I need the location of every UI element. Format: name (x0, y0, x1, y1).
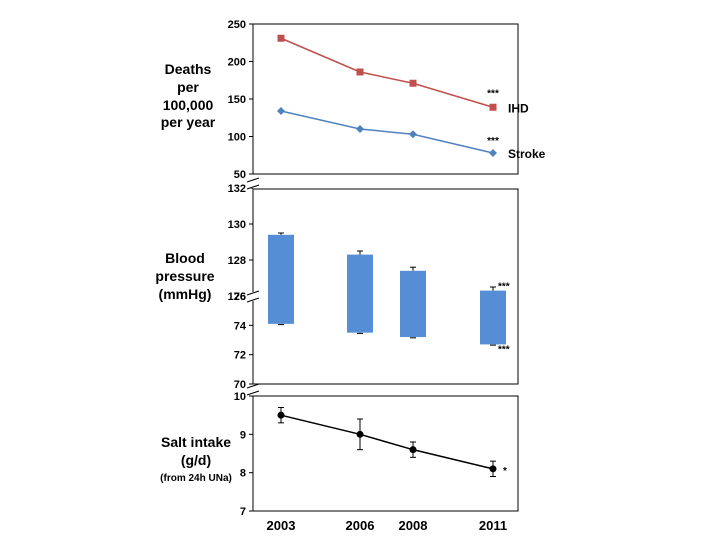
x-axis-ticks: 2003 2006 2008 2011 (267, 518, 508, 533)
salt-significance: * (503, 466, 507, 477)
salt-marker (409, 446, 417, 454)
bp-ylabel-1: Blood (165, 250, 205, 266)
x-tick-label: 2011 (479, 518, 507, 533)
axis-break-slash (246, 390, 260, 396)
ihd-marker (409, 79, 417, 87)
salt-plot-frame (252, 395, 519, 512)
salt-marker (356, 430, 364, 438)
deaths-plot-frame (252, 23, 519, 175)
bp-upper-ytick-label: 128 (228, 255, 246, 267)
stroke-marker (409, 130, 417, 139)
axis-break-slash (246, 177, 260, 183)
bp-lower-ytick-label: 70 (234, 379, 246, 391)
deaths-ylabel-4: per year (161, 114, 216, 130)
bp-plot-frame (252, 188, 519, 385)
bp-ylabel-2: pressure (155, 268, 214, 284)
deaths-ytick-label: 50 (234, 169, 246, 181)
salt-ytick-label: 7 (240, 506, 246, 518)
blood-pressure-panel: Blood pressure (mmHg) *** *** 126 128 130 13… (155, 183, 519, 391)
bp-bar-2003 (268, 234, 294, 324)
x-tick-label: 2008 (399, 518, 428, 533)
axis-break-marks (246, 177, 260, 396)
deaths-panel: Deaths per 100,000 per year 50 100 150 200 2… (161, 19, 546, 181)
stroke-label: Stroke (508, 147, 546, 161)
salt-ylabel-2: (g/d) (181, 452, 211, 468)
salt-marker (489, 465, 497, 473)
x-tick-label: 2003 (267, 518, 296, 533)
ihd-significance: *** (487, 88, 499, 99)
bp-bar-2006 (347, 254, 373, 333)
axis-break-slash (246, 290, 260, 296)
stroke-significance: *** (487, 136, 499, 147)
salt-marker (277, 411, 285, 419)
bp-bar-2011 (480, 290, 506, 345)
deaths-ylabel-1: Deaths (165, 61, 212, 77)
bp-upper-ytick-label: 126 (228, 291, 246, 303)
stroke-marker (277, 107, 285, 115)
bp-upper-ytick-label: 130 (228, 219, 246, 231)
diastolic-significance: *** (498, 344, 510, 355)
axis-break-gap (247, 292, 259, 301)
bp-ylabel-3: (mmHg) (159, 286, 212, 302)
bp-lower-ytick-label: 74 (234, 320, 247, 332)
axis-break-slash (246, 383, 260, 389)
deaths-ytick-label: 250 (228, 19, 246, 31)
ihd-label: IHD (508, 101, 529, 115)
deaths-ytick-label: 100 (228, 132, 246, 144)
ihd-marker (489, 103, 497, 111)
stroke-marker (356, 125, 364, 133)
salt-ylabel-1: Salt intake (161, 434, 231, 450)
ihd-marker (277, 34, 285, 42)
series-line-ihd (280, 37, 494, 108)
salt-ytick-label: 9 (240, 429, 246, 441)
stroke-marker (489, 149, 497, 157)
salt-intake-panel: Salt intake (g/d) (from 24h UNa) 7 8 9 10 * (160, 391, 519, 518)
bp-upper-ytick-label: 132 (228, 183, 246, 195)
axis-break-slash (246, 297, 260, 303)
axis-break-gap (247, 179, 259, 188)
x-tick-label: 2006 (346, 518, 375, 533)
salt-ytick-label: 10 (234, 391, 246, 403)
deaths-ylabel-3: 100,000 (163, 97, 214, 113)
bp-lower-ytick-label: 72 (234, 350, 246, 362)
series-line-stroke (280, 110, 494, 154)
axis-break-gap (247, 385, 259, 394)
salt-ylabel-note: (from 24h UNa) (160, 473, 232, 484)
axis-break-slash (246, 184, 260, 190)
deaths-ytick-label: 200 (228, 57, 246, 69)
salt-line (280, 414, 494, 470)
salt-ytick-label: 8 (240, 468, 246, 480)
deaths-ylabel-2: per (177, 79, 199, 95)
bp-bar-2008 (400, 270, 426, 338)
ihd-marker (356, 68, 364, 76)
deaths-ytick-label: 150 (228, 94, 246, 106)
systolic-significance: *** (498, 282, 510, 293)
bp-lower-ytick-label: 76 (234, 291, 246, 303)
